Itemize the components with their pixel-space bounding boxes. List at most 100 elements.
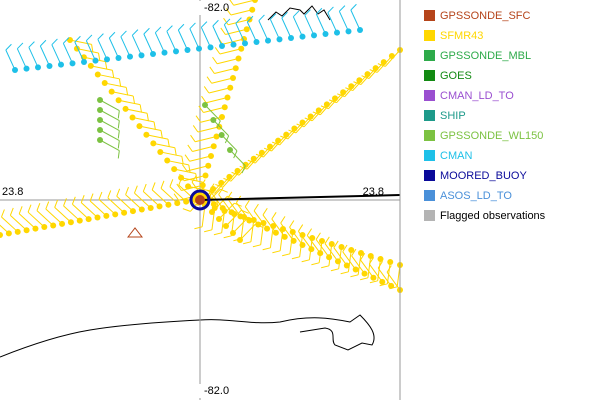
wind-barb xyxy=(18,206,23,214)
wind-barb xyxy=(63,205,81,222)
wind-barb xyxy=(192,145,214,152)
obs-point xyxy=(281,233,288,240)
wind-barb xyxy=(10,214,27,231)
obs-point xyxy=(235,55,242,62)
wind-barb xyxy=(143,27,150,35)
wind-barb xyxy=(260,222,264,245)
coastline xyxy=(0,314,375,358)
wind-barb xyxy=(291,256,300,260)
wind-barb xyxy=(133,185,138,194)
wind-barb xyxy=(98,191,103,200)
obs-point xyxy=(87,62,94,69)
wind-barb xyxy=(160,151,182,157)
wind-barb xyxy=(192,125,199,133)
obs-point xyxy=(136,123,143,130)
wind-barb xyxy=(244,199,250,208)
wind-barb xyxy=(166,25,173,32)
obs-point xyxy=(14,228,21,235)
wind-barb xyxy=(281,17,292,39)
wind-barb xyxy=(195,136,217,143)
wind-barb xyxy=(181,164,188,172)
wind-barb xyxy=(99,139,120,151)
wind-barb xyxy=(271,212,277,220)
wind-barb xyxy=(281,11,288,19)
obs-point xyxy=(230,230,236,236)
obs-point xyxy=(357,27,363,33)
label-bg xyxy=(192,1,222,15)
lat-label-left: 23.8 xyxy=(2,186,23,198)
wind-barb xyxy=(369,69,378,73)
obs-point xyxy=(127,53,133,60)
obs-point xyxy=(338,244,345,250)
wind-barb xyxy=(296,123,305,128)
legend-label: GPSSONDE_WL150 xyxy=(440,130,543,142)
wind-barb xyxy=(139,125,162,131)
wind-barb xyxy=(361,75,370,79)
wind-barb xyxy=(230,213,235,236)
wind-barb xyxy=(62,43,73,64)
wind-barb xyxy=(182,208,191,212)
obs-point xyxy=(94,214,101,221)
wind-barb xyxy=(194,226,203,230)
obs-point xyxy=(185,183,192,190)
obs-point xyxy=(367,253,374,259)
obs-point xyxy=(322,31,329,37)
wind-barb xyxy=(202,182,205,191)
obs-point xyxy=(143,131,150,138)
obs-point xyxy=(211,205,218,211)
wind-barb xyxy=(146,134,169,140)
obs-point xyxy=(115,55,122,61)
wind-barb xyxy=(250,219,255,242)
wind-barb xyxy=(232,216,249,234)
wind-barb xyxy=(160,187,178,204)
obs-point xyxy=(388,282,395,289)
wind-barb xyxy=(131,35,142,56)
obs-point xyxy=(97,137,103,143)
wind-barb xyxy=(18,213,36,230)
wind-barb xyxy=(191,175,197,183)
wind-barb xyxy=(315,232,321,240)
obs-point xyxy=(227,84,234,91)
wind-barb xyxy=(0,224,10,234)
wind-barb xyxy=(306,228,313,236)
wind-barb xyxy=(125,187,129,195)
wind-barb xyxy=(206,97,228,104)
wind-barb xyxy=(195,173,198,182)
obs-point xyxy=(50,222,57,229)
wind-barb xyxy=(208,87,231,94)
wind-barb xyxy=(167,139,170,148)
obs-point xyxy=(46,63,53,69)
wind-barb xyxy=(376,55,393,73)
obs-point xyxy=(69,60,76,67)
wind-barb xyxy=(324,243,339,262)
coastline xyxy=(267,5,331,21)
wind-barb xyxy=(74,41,85,63)
wind-barb xyxy=(347,249,352,272)
wind-barb xyxy=(357,252,362,275)
wind-barb xyxy=(36,210,54,226)
wind-barb xyxy=(246,21,257,43)
wind-barb xyxy=(154,32,165,53)
wind-barb xyxy=(384,49,401,67)
wind-barb xyxy=(36,202,41,211)
obs-point xyxy=(249,6,256,13)
legend-swatch xyxy=(424,30,435,41)
wind-barb xyxy=(224,135,230,144)
wind-barb xyxy=(235,17,242,24)
obs-point xyxy=(299,33,306,40)
obs-point xyxy=(208,153,214,159)
obs-point xyxy=(311,32,317,39)
wind-barb xyxy=(111,91,134,97)
wind-barb xyxy=(125,194,143,210)
obs-point xyxy=(103,212,110,219)
wind-barb xyxy=(353,81,362,85)
wind-barb xyxy=(116,188,121,197)
wind-barb xyxy=(243,241,252,245)
obs-point xyxy=(35,64,41,71)
wind-barb xyxy=(99,99,120,111)
wind-barb xyxy=(350,274,359,278)
legend-label: ASOS_LD_TO xyxy=(440,190,512,202)
wind-barb xyxy=(262,247,271,251)
wind-barb xyxy=(45,201,50,210)
wind-barb xyxy=(120,30,127,38)
